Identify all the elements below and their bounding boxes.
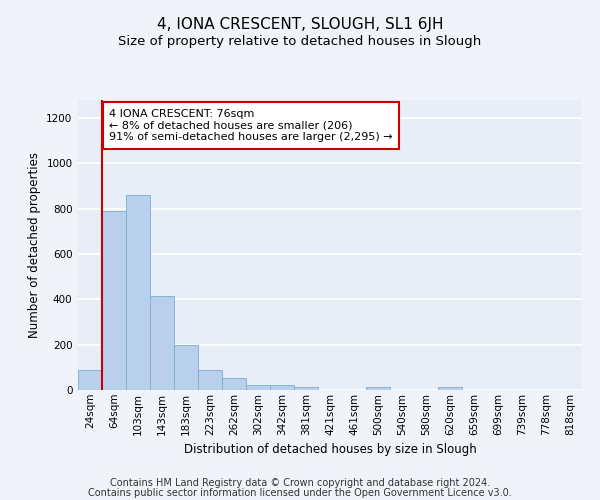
Text: Contains public sector information licensed under the Open Government Licence v3: Contains public sector information licen… [88, 488, 512, 498]
Bar [366, 386, 390, 390]
Text: Size of property relative to detached houses in Slough: Size of property relative to detached ho… [118, 35, 482, 48]
Y-axis label: Number of detached properties: Number of detached properties [28, 152, 41, 338]
Text: 4 IONA CRESCENT: 76sqm
← 8% of detached houses are smaller (206)
91% of semi-det: 4 IONA CRESCENT: 76sqm ← 8% of detached … [109, 109, 393, 142]
Bar [438, 386, 462, 390]
Text: Contains HM Land Registry data © Crown copyright and database right 2024.: Contains HM Land Registry data © Crown c… [110, 478, 490, 488]
Bar [222, 378, 246, 390]
Bar [294, 386, 318, 390]
Bar [246, 385, 270, 390]
Bar [270, 385, 294, 390]
Bar [102, 211, 126, 390]
X-axis label: Distribution of detached houses by size in Slough: Distribution of detached houses by size … [184, 443, 476, 456]
Bar [126, 195, 150, 390]
Text: 4, IONA CRESCENT, SLOUGH, SL1 6JH: 4, IONA CRESCENT, SLOUGH, SL1 6JH [157, 18, 443, 32]
Bar [198, 370, 222, 390]
Bar [150, 296, 174, 390]
Bar [174, 344, 198, 390]
Bar [78, 370, 102, 390]
